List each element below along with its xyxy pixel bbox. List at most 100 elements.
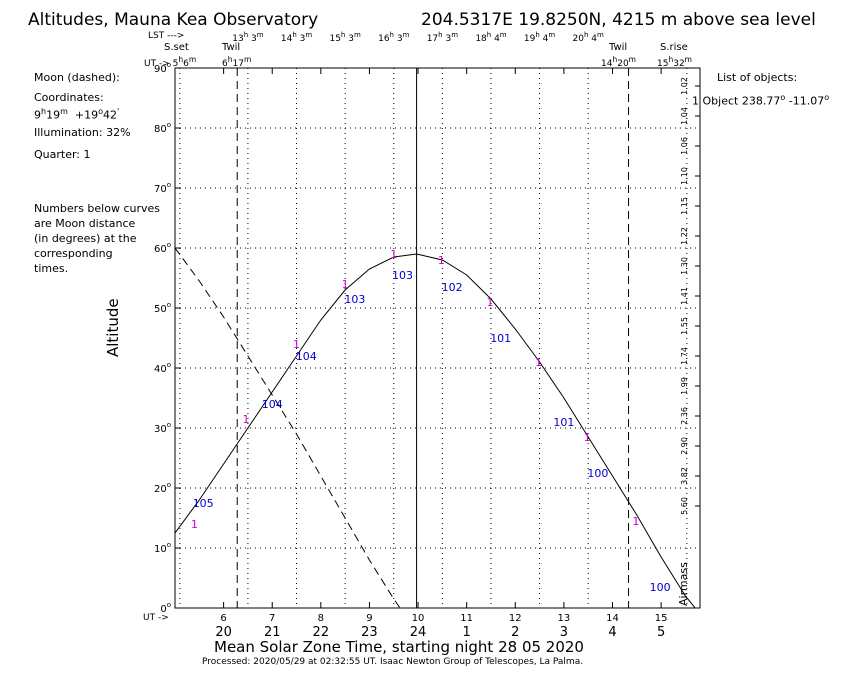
object-number-label: 1: [487, 296, 494, 309]
object-number-label: 1: [535, 356, 542, 369]
local-time-tick-label: 2: [511, 625, 519, 640]
local-time-tick-label: 5: [657, 625, 665, 640]
moon-distance-label: 104: [296, 350, 317, 363]
moon-distance-note: Numbers below curves are Moon distance (…: [34, 202, 160, 275]
moon-coordinates-label: Coordinates:: [34, 91, 104, 104]
y-tick-label: 30o: [154, 421, 171, 435]
airmass-tick-label: 1.99: [680, 377, 689, 395]
airmass-tick-label: 1.10: [680, 167, 689, 185]
moon-illumination: Illumination: 32%: [34, 126, 131, 139]
ut-tick-label: 11: [460, 613, 473, 624]
object-altitude-curve: [175, 253, 696, 608]
lst-tick-label: 15h 3m: [329, 31, 360, 44]
moon-heading: Moon (dashed):: [34, 71, 120, 84]
sunrise-label: S.rise: [660, 42, 688, 53]
twilight-evening-label: Twil: [222, 42, 241, 53]
moon-distance-label: 100: [650, 581, 671, 594]
moon-distance-label: 104: [262, 398, 283, 411]
local-time-tick-label: 24: [410, 625, 427, 640]
ut-tick-label: 8: [318, 613, 324, 624]
lst-tick-label: 20h 4m: [573, 31, 604, 44]
object-number-label: 1: [390, 248, 397, 261]
y-tick-label: 20o: [154, 481, 171, 495]
plot-frame: [174, 67, 701, 609]
moon-distance-label: 101: [490, 332, 511, 345]
airmass-axis-label: Airmass: [677, 562, 690, 606]
object-number-label: 1: [293, 338, 300, 351]
moon-distance-label: 101: [553, 416, 574, 429]
moon-distance-label: 102: [442, 281, 463, 294]
ut-tick-label: 12: [509, 613, 522, 624]
airmass-tick-label: 1.30: [680, 257, 689, 275]
y-tick-label: 60o: [154, 241, 171, 255]
object-number-label: 1: [584, 431, 591, 444]
ut-axis-label: UT ->: [143, 613, 169, 623]
lst-tick-label: 16h 3m: [378, 31, 409, 44]
moon-distance-label: 103: [392, 269, 413, 282]
y-tick-label: 40o: [154, 361, 171, 375]
y-tick-label: 90o: [154, 61, 171, 75]
ut-tick-label: 14: [606, 613, 619, 624]
sunset-label: S.set: [164, 42, 189, 53]
objects-heading: List of objects:: [717, 71, 798, 84]
airmass-tick-label: 5.60: [680, 497, 689, 515]
twilight-evening-time: 6h17m: [222, 55, 252, 69]
ut-tick-label: 9: [366, 613, 372, 624]
airmass-tick-label: 1.55: [680, 317, 689, 335]
y-tick-label: 0o: [160, 601, 171, 615]
local-time-tick-label: 1: [463, 625, 471, 640]
lst-tick-label: 19h 4m: [524, 31, 555, 44]
airmass-tick-label: 1.06: [680, 137, 689, 155]
observatory-location: 204.5317E 19.8250N, 4215 m above sea lev…: [421, 10, 816, 30]
moon-distance-label: 103: [344, 293, 365, 306]
object-number-label: 1: [438, 254, 445, 267]
ut-tick-label: 6: [220, 613, 226, 624]
moon-coordinates: 9h19m +19o42': [34, 107, 120, 122]
local-time-tick-label: 21: [264, 625, 281, 640]
y-tick-label: 10o: [154, 541, 171, 555]
object-number-label: 1: [191, 518, 198, 531]
local-time-tick-label: 3: [560, 625, 568, 640]
lst-tick-label: 13h 3m: [232, 31, 263, 44]
ut-tick-label: 15: [655, 613, 668, 624]
moon-quarter: Quarter: 1: [34, 148, 91, 161]
airmass-tick-label: 1.04: [680, 107, 689, 125]
airmass-tick-label: 1.02: [680, 77, 689, 95]
moon-altitude-curve: [175, 247, 401, 608]
ut-tick-label: 10: [412, 613, 425, 624]
lst-tick-label: 17h 3m: [427, 31, 458, 44]
y-tick-label: 50o: [154, 301, 171, 315]
airmass-tick-label: 1.74: [680, 347, 689, 365]
local-time-tick-label: 23: [361, 625, 378, 640]
y-tick-label: 70o: [154, 181, 171, 195]
airmass-tick-label: 1.22: [680, 227, 689, 245]
airmass-tick-label: 2.36: [680, 407, 689, 425]
local-time-tick-label: 20: [215, 625, 232, 640]
y-tick-label: 80o: [154, 121, 171, 135]
airmass-tick-label: 1.15: [680, 197, 689, 215]
object-number-label: 1: [242, 413, 249, 426]
moon-distance-label: 100: [587, 467, 608, 480]
chart-title: Altitudes, Mauna Kea Observatory: [28, 10, 319, 30]
airmass-tick-label: 1.41: [680, 287, 689, 305]
moon-distance-label: 105: [193, 497, 214, 510]
local-time-tick-label: 4: [608, 625, 616, 640]
twilight-morning-time: 14h20m: [601, 55, 636, 69]
lst-label: LST --->: [148, 31, 185, 41]
local-time-tick-label: 22: [313, 625, 330, 640]
ut-tick-label: 7: [269, 613, 275, 624]
x-axis-label: Mean Solar Zone Time, starting night 28 …: [214, 638, 584, 656]
ut-tick-label: 13: [558, 613, 571, 624]
object-list-item: 1 Object 238.77o -11.07o: [692, 93, 830, 108]
airmass-tick-label: 2.90: [680, 437, 689, 455]
object-number-label: 1: [632, 515, 639, 528]
lst-tick-label: 14h 3m: [281, 31, 312, 44]
sunrise-time: 15h32m: [657, 55, 692, 69]
twilight-morning-label: Twil: [609, 42, 628, 53]
ut-arrow-top: UT -> 5h6m: [144, 55, 197, 69]
lst-tick-label: 18h 4m: [475, 31, 506, 44]
airmass-tick-label: 3.82: [680, 467, 689, 485]
object-number-label: 1: [342, 278, 349, 291]
processed-footer: Processed: 2020/05/29 at 02:32:55 UT. Is…: [202, 657, 584, 667]
